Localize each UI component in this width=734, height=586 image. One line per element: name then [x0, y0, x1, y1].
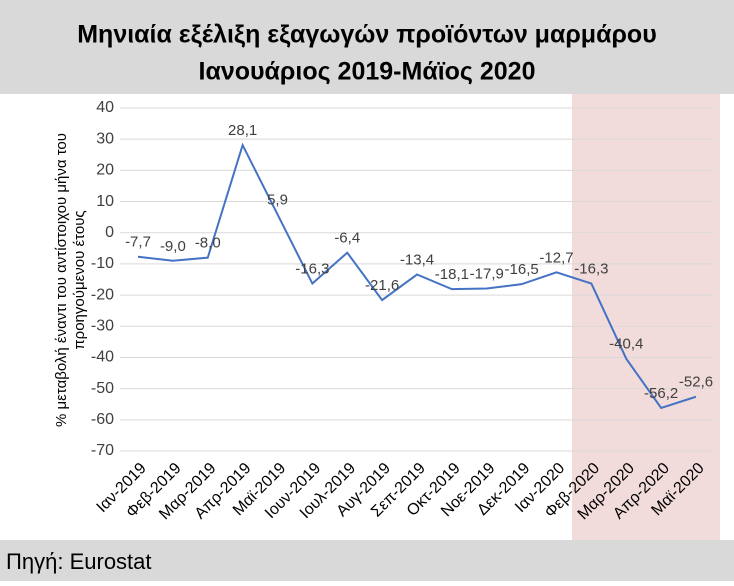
y-tick-label: 20: [96, 162, 114, 179]
y-tick-label: 30: [96, 130, 114, 147]
y-axis-label: προηγούμενου έτους: [71, 210, 88, 349]
data-label: -17,9: [470, 266, 504, 283]
y-tick-label: -50: [91, 380, 114, 397]
y-tick-label: 10: [96, 193, 114, 210]
y-tick-label: -30: [91, 317, 114, 334]
source: Πηγή: Eurostat: [6, 549, 152, 574]
data-label: -6,4: [334, 230, 360, 247]
highlight-region: [572, 94, 720, 540]
data-label: -18,1: [435, 266, 469, 283]
data-label: 5,9: [267, 191, 288, 208]
data-label: -21,6: [365, 277, 399, 294]
data-label: -52,6: [679, 374, 713, 391]
y-tick-label: -60: [91, 411, 114, 428]
y-tick-label: 0: [105, 224, 114, 241]
y-tick-label: -20: [91, 286, 114, 303]
chart-subtitle: Ιανουάριος 2019-Μάϊος 2020: [199, 58, 536, 86]
data-label: -56,2: [644, 385, 678, 402]
data-label: -7,7: [125, 234, 151, 251]
footer-band: [0, 540, 734, 581]
data-label: -13,4: [400, 251, 434, 268]
data-label: -40,4: [609, 336, 643, 353]
y-tick-label: -40: [91, 349, 114, 366]
data-label: -8,0: [195, 235, 221, 252]
y-tick-label: -10: [91, 255, 114, 272]
y-tick-label: 40: [96, 99, 114, 116]
title-band: [0, 0, 734, 94]
y-axis-label: % μεταβολή έναντι του αντίστοιχου μήνα τ…: [53, 133, 70, 427]
data-label: 28,1: [228, 122, 257, 139]
data-label: -16,3: [574, 261, 608, 278]
chart-title: Μηνιαία εξέλιξη εξαγωγών προϊόντων μαρμά…: [77, 21, 657, 49]
data-label: -16,5: [505, 261, 539, 278]
data-label: -12,7: [539, 249, 573, 266]
data-label: -16,3: [295, 261, 329, 278]
line: [137, 142, 697, 410]
y-tick-label: -70: [91, 442, 114, 459]
data-label: -9,0: [160, 238, 186, 255]
